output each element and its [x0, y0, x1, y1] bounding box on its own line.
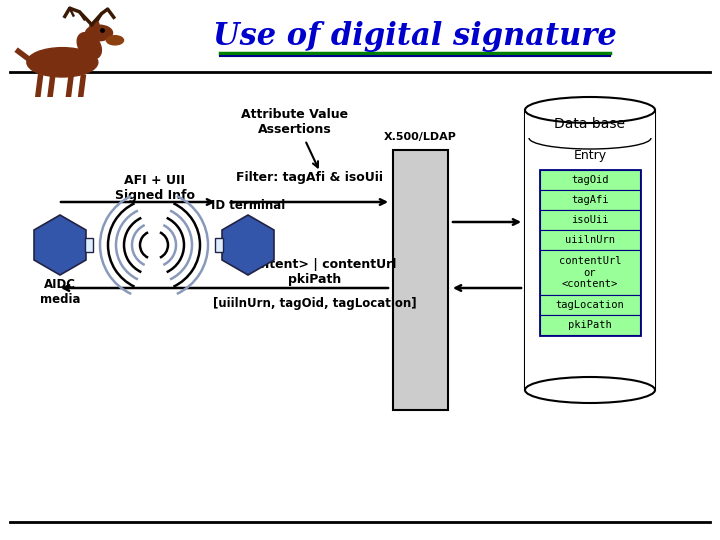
- Bar: [540, 250, 640, 295]
- Text: Entry: Entry: [573, 150, 606, 163]
- Bar: [393, 150, 448, 410]
- Bar: [215, 238, 223, 252]
- Bar: [540, 230, 640, 250]
- Bar: [540, 210, 640, 230]
- Text: Attribute Value
Assertions: Attribute Value Assertions: [241, 108, 348, 136]
- Text: isoUii: isoUii: [571, 215, 608, 225]
- Ellipse shape: [525, 377, 655, 403]
- Bar: [540, 170, 640, 190]
- Text: tagOid: tagOid: [571, 175, 608, 185]
- Bar: [540, 295, 640, 315]
- Text: AFI + UII
Signed Info: AFI + UII Signed Info: [115, 174, 195, 202]
- Bar: [540, 315, 640, 335]
- Text: AIDC
media: AIDC media: [40, 278, 80, 306]
- Bar: [525, 110, 655, 390]
- Text: Data base: Data base: [554, 117, 626, 131]
- Text: Use of digital signature: Use of digital signature: [213, 22, 617, 52]
- Polygon shape: [34, 215, 86, 275]
- Text: ID terminal: ID terminal: [211, 199, 285, 212]
- Bar: [85, 238, 93, 252]
- Text: contentUrl
or
<content>: contentUrl or <content>: [559, 256, 621, 289]
- Ellipse shape: [86, 25, 112, 40]
- Ellipse shape: [107, 36, 124, 45]
- Text: tagAfi: tagAfi: [571, 195, 608, 205]
- Ellipse shape: [27, 48, 98, 77]
- Ellipse shape: [77, 32, 102, 59]
- Text: Filter: tagAfi & isoUii: Filter: tagAfi & isoUii: [236, 172, 384, 185]
- Ellipse shape: [525, 97, 655, 123]
- Text: <content> | contentUrl
pkiPath: <content> | contentUrl pkiPath: [234, 258, 396, 286]
- Text: X.500/LDAP: X.500/LDAP: [384, 132, 457, 142]
- Text: [uiilnUrn, tagOid, tagLocation]: [uiilnUrn, tagOid, tagLocation]: [213, 296, 417, 309]
- Text: uiilnUrn: uiilnUrn: [565, 235, 615, 245]
- Polygon shape: [222, 215, 274, 275]
- Bar: [540, 170, 640, 335]
- Bar: [540, 190, 640, 210]
- Ellipse shape: [89, 21, 99, 32]
- Text: pkiPath: pkiPath: [568, 320, 612, 330]
- Text: tagLocation: tagLocation: [556, 300, 624, 310]
